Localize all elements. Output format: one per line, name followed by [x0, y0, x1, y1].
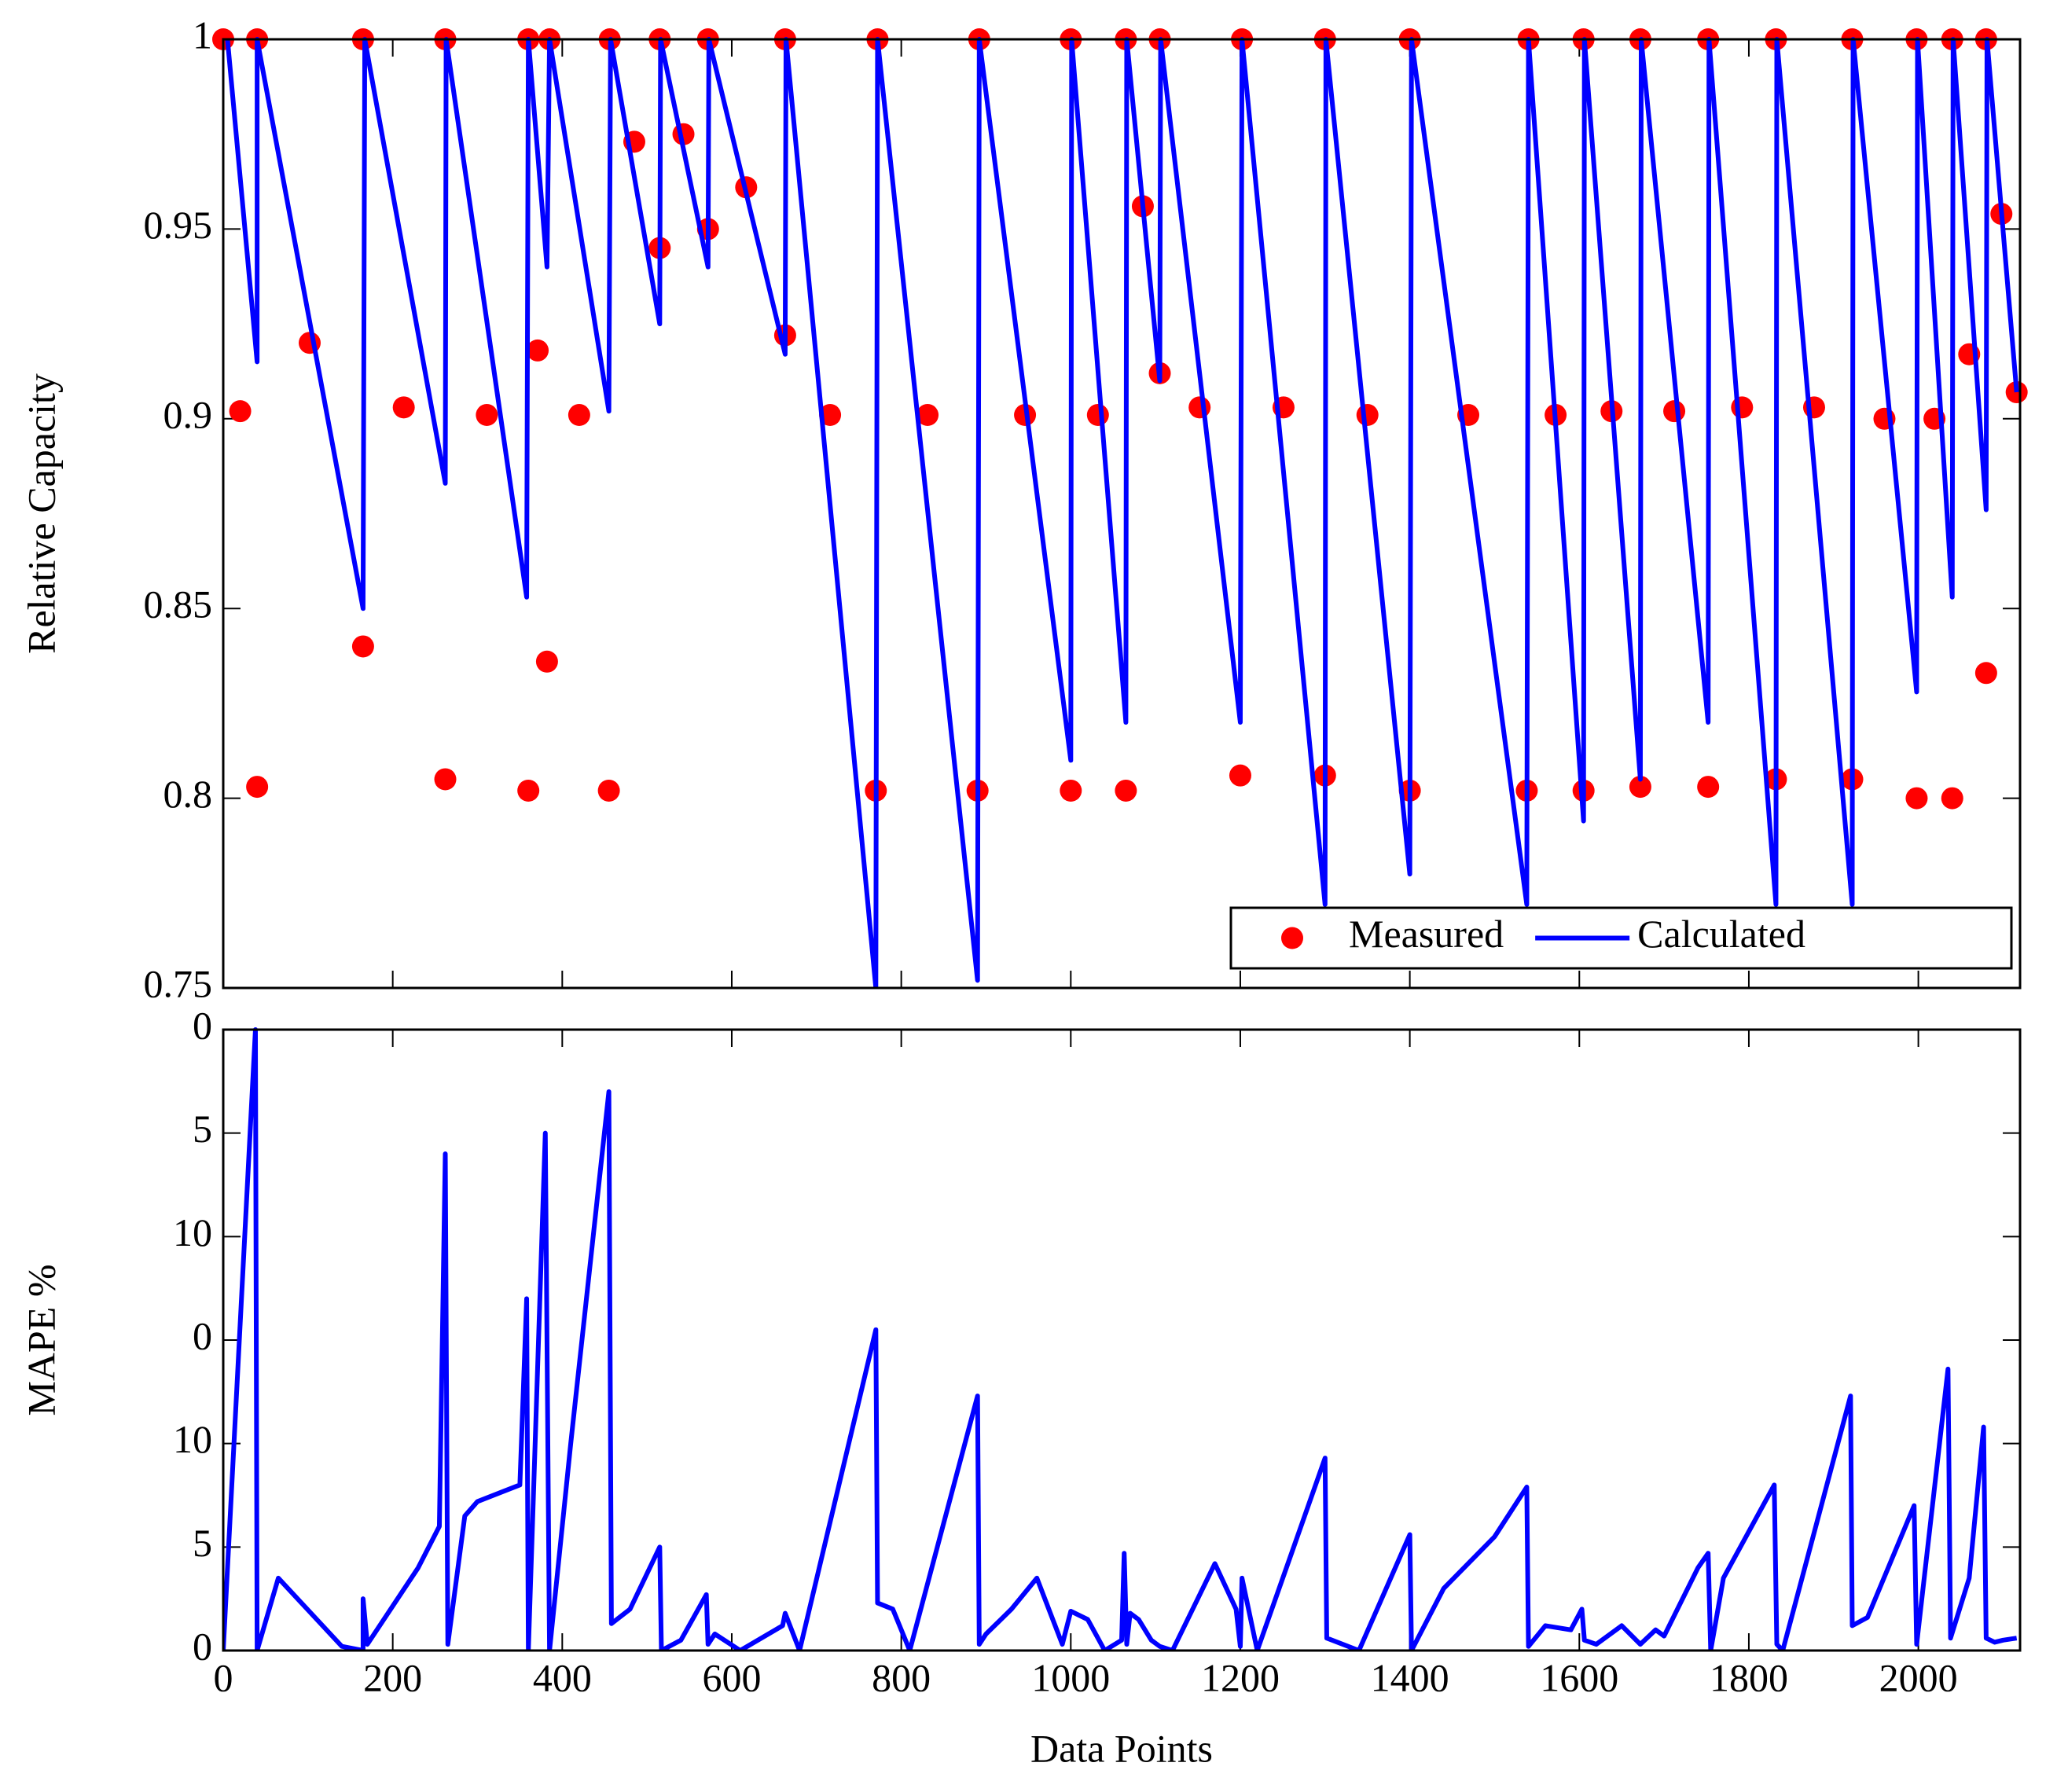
x-tick-label: 0	[214, 1655, 233, 1699]
measured-point	[1356, 403, 1379, 426]
measured-point	[246, 776, 269, 799]
measured-point	[527, 339, 549, 362]
y-tick-label: 0.75	[144, 961, 213, 1005]
y-tick-label: 0.85	[144, 582, 213, 626]
measured-point	[1974, 662, 1997, 685]
y-axis-label: MAPE %	[19, 1264, 63, 1416]
x-tick-label: 1600	[1540, 1655, 1618, 1699]
x-tick-label: 2000	[1879, 1655, 1958, 1699]
y-tick-label: 0	[193, 1313, 212, 1357]
mape-line	[223, 1027, 2018, 1651]
series-line	[225, 37, 2019, 988]
measured-point	[1941, 787, 1963, 810]
measured-point	[1697, 776, 1720, 799]
measured-point	[229, 400, 252, 423]
x-tick-label: 1200	[1201, 1655, 1280, 1699]
legend-label: Calculated	[1637, 912, 1805, 956]
x-tick-label: 1400	[1371, 1655, 1449, 1699]
measured-point	[392, 396, 415, 419]
y-axis-label: Relative Capacity	[19, 373, 63, 654]
y-tick-label: 0.95	[144, 203, 213, 247]
measured-point	[819, 403, 842, 426]
measured-point	[1731, 396, 1754, 419]
measured-point	[568, 403, 590, 426]
measured-point	[535, 650, 558, 673]
x-tick-label: 600	[702, 1655, 761, 1699]
measured-point	[1905, 787, 1928, 810]
axes-box	[222, 1028, 2022, 1652]
measured-point	[476, 403, 498, 426]
x-tick-label: 400	[533, 1655, 592, 1699]
y-tick-label: 0	[193, 1003, 212, 1047]
legend-marker	[1281, 927, 1303, 949]
measured-point	[2005, 381, 2028, 404]
x-tick-label: 1800	[1710, 1655, 1788, 1699]
y-tick-label: 0.8	[163, 772, 213, 816]
measured-point	[1188, 396, 1211, 419]
x-axis-label: Data Points	[1030, 1726, 1213, 1770]
measured-point	[434, 768, 457, 791]
measured-point	[351, 635, 374, 658]
y-tick-label: 0.9	[163, 392, 213, 436]
y-tick-label: 5	[193, 1107, 212, 1151]
measured-point	[1060, 779, 1082, 802]
axes-box	[222, 38, 2022, 990]
measured-point	[1115, 779, 1137, 802]
measured-point	[597, 779, 620, 802]
x-tick-label: 800	[872, 1655, 931, 1699]
y-tick-label: 10	[173, 1210, 212, 1254]
measured-point	[1229, 764, 1251, 787]
measured-point	[1663, 400, 1686, 423]
x-tick-label: 1000	[1031, 1655, 1110, 1699]
x-tick-label: 200	[363, 1655, 422, 1699]
measured-point	[1086, 403, 1109, 426]
measured-point	[916, 403, 939, 426]
legend-label: Measured	[1349, 912, 1504, 956]
y-tick-label: 1	[193, 13, 212, 57]
y-tick-label: 5	[193, 1521, 212, 1565]
y-tick-label: 0	[193, 1624, 212, 1668]
measured-point	[517, 779, 540, 802]
measured-point	[1629, 776, 1651, 799]
y-tick-label: 10	[173, 1417, 212, 1461]
